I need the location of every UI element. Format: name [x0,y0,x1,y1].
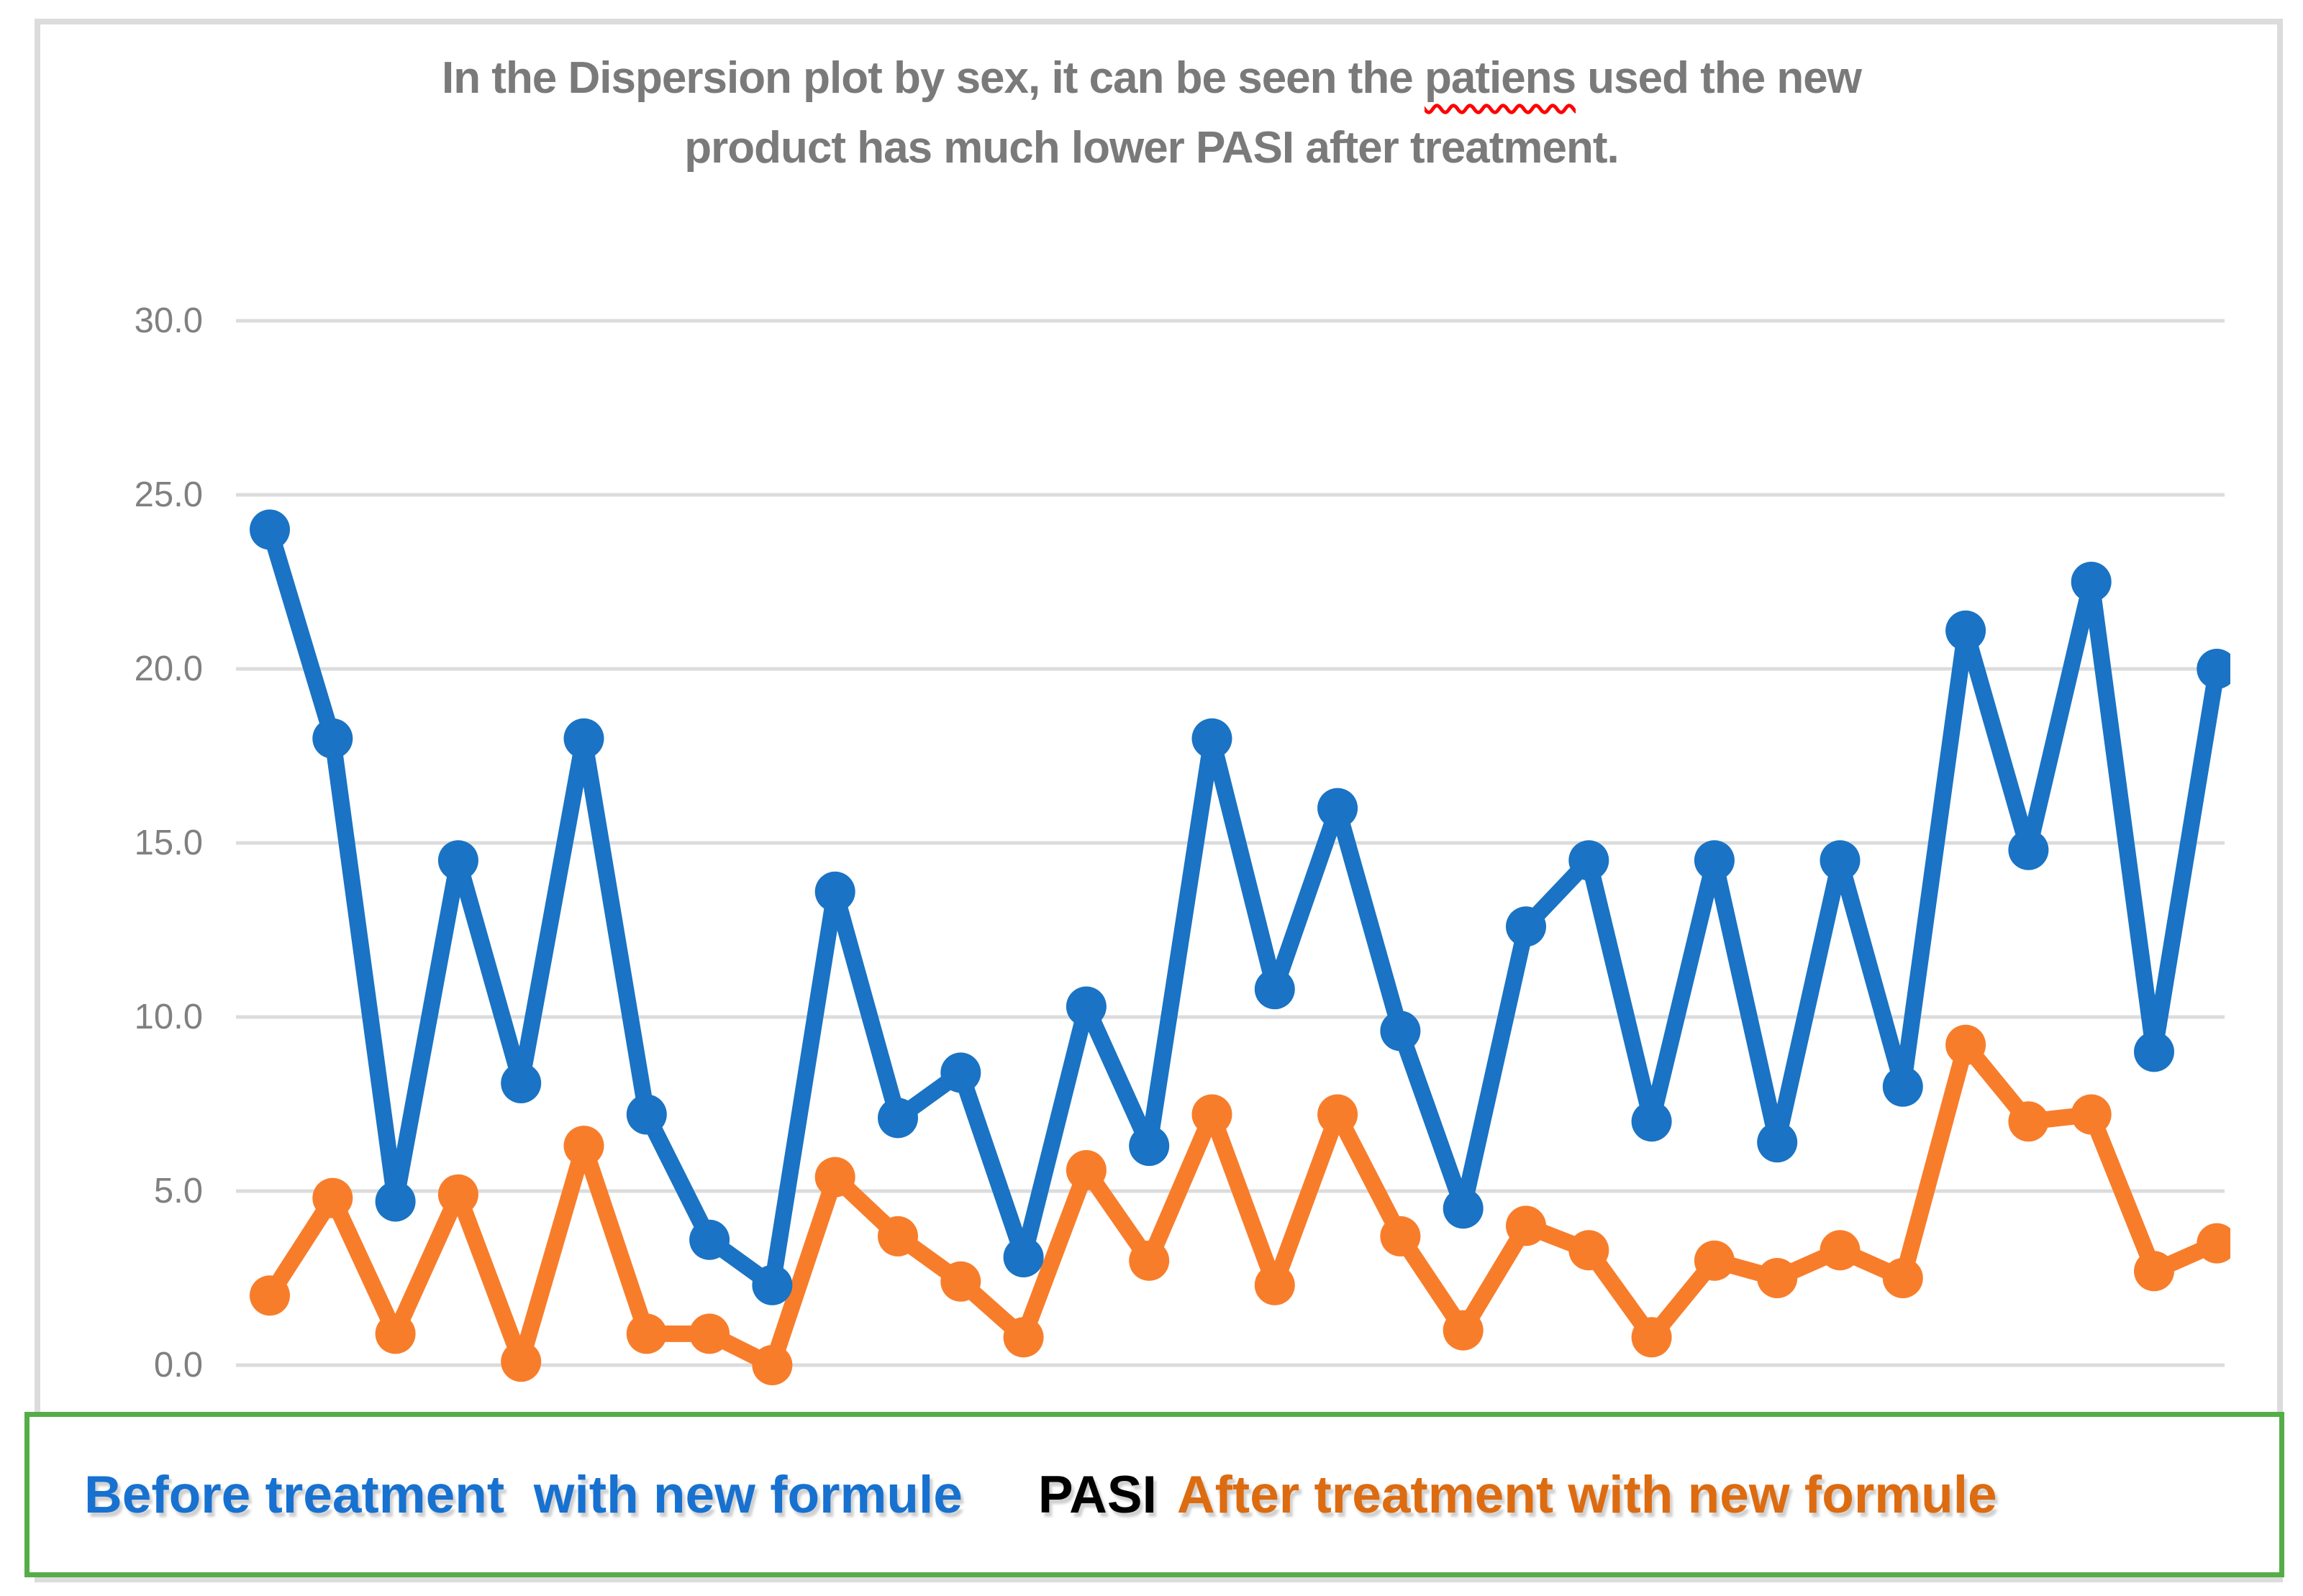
data-point [563,1126,604,1167]
title-line1-before: In the Dispersion plot by sex, it can be… [441,53,1425,103]
data-point [375,1181,416,1222]
data-point [250,1275,290,1316]
chart-title: In the Dispersion plot by sex, it can be… [0,43,2303,183]
data-point [1003,1317,1044,1358]
data-point [312,1177,353,1218]
data-point [501,1063,542,1103]
data-point [878,1098,918,1139]
data-point [752,1264,793,1305]
data-point [1820,840,1861,881]
data-point [878,1216,918,1257]
data-point [2071,562,2112,602]
legend: Before treatment with new formule PASI A… [24,1412,2284,1577]
data-point [1568,840,1609,881]
data-point [626,1313,667,1354]
legend-after-label: After treatment with new formule [1176,1465,1997,1524]
data-point [1820,1230,1861,1271]
data-point [1882,1066,1923,1107]
legend-before-label: Before treatment with new formule [84,1465,963,1524]
data-point [1757,1122,1798,1163]
data-point [2008,829,2049,870]
data-point [1129,1240,1170,1281]
data-point [1380,1011,1421,1052]
data-point [1254,969,1295,1010]
data-point [1694,840,1735,881]
title-line1-after: used the new [1576,53,1862,103]
data-point [1882,1258,1923,1298]
data-point [1317,788,1358,829]
data-point [2197,649,2230,689]
data-point [1066,1150,1107,1190]
data-point [814,1157,855,1198]
y-axis-label: 15.0 [134,824,203,862]
data-point [1380,1216,1421,1257]
data-point [2071,1094,2112,1135]
data-point [1631,1101,1672,1142]
data-point [1757,1258,1798,1298]
data-point [1443,1188,1484,1229]
series-line [261,1036,2225,1374]
data-point [2197,1223,2230,1264]
data-point [2008,1101,2049,1142]
data-point [940,1052,981,1093]
data-point [689,1313,730,1354]
y-axis-label: 20.0 [134,649,203,688]
y-axis-label: 30.0 [134,301,203,340]
data-point [437,1174,478,1215]
y-axis: 30.0 25.0 20.0 15.0 10.0 5.0 0.0 [0,0,210,1438]
data-point [1945,610,1986,651]
data-point [940,1261,981,1302]
data-point [1191,718,1232,759]
data-point [1694,1240,1735,1281]
title-line2: product has much lower PASI after treatm… [684,123,1619,173]
series-line [261,521,2225,1294]
data-point [2134,1031,2174,1072]
data-point [1003,1237,1044,1277]
data-point [1129,1126,1170,1167]
legend-pasi-label: PASI [1037,1465,1157,1524]
data-point [1443,1310,1484,1351]
data-point [1945,1024,1986,1065]
data-point [689,1219,730,1260]
data-point [2134,1251,2174,1292]
data-point [501,1341,542,1382]
y-axis-label: 10.0 [134,998,203,1036]
dispersion-chart [236,319,2230,1385]
misspelled-word: patiens [1424,53,1576,103]
data-point [437,840,478,881]
y-axis-label: 25.0 [134,475,203,514]
data-point [1506,1205,1546,1246]
data-point [1317,1094,1358,1135]
data-point [312,718,353,759]
page-border [35,19,2283,1582]
y-axis-label: 0.0 [153,1346,203,1385]
y-axis-label: 5.0 [153,1172,203,1210]
data-point [1066,986,1107,1027]
data-point [563,718,604,759]
data-point [375,1313,416,1354]
data-point [1254,1264,1295,1305]
data-point [250,509,290,550]
data-point [1191,1094,1232,1135]
data-point [1506,906,1546,947]
data-point [1631,1317,1672,1358]
data-point [1568,1230,1609,1271]
data-point [752,1345,793,1385]
data-point [814,871,855,912]
data-point [626,1094,667,1135]
